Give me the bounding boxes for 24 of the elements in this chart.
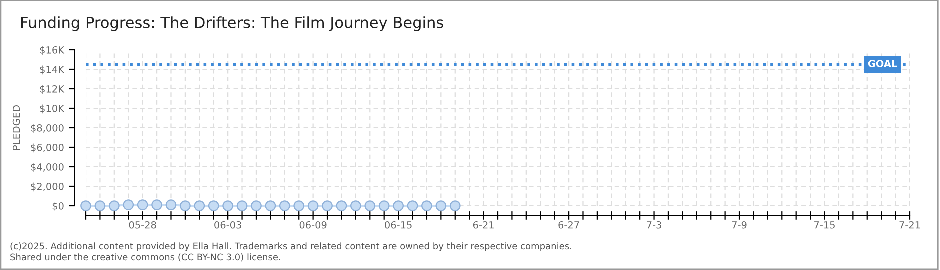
x-tick-label: 6-27 (558, 221, 580, 229)
x-tick-label: 6-21 (473, 221, 494, 229)
x-tick-label: 7-15 (814, 222, 835, 229)
x-tick-label: 7-21 (900, 221, 920, 229)
x-tick-label: 7-3 (647, 221, 662, 229)
y-tick-label: $16K (40, 46, 65, 56)
y-tick-label: $8,000 (31, 124, 64, 134)
y-tick-label: $14K (40, 66, 65, 75)
y-tick-label: $10K (40, 104, 65, 114)
y-tick-label: $12K (40, 85, 65, 94)
y-axis-title: PLEDGED (12, 106, 20, 150)
y-tick-label: $6,000 (31, 144, 64, 153)
y-tick-label: $4,000 (31, 163, 64, 172)
text: Shared under the creative commons (CC BY-NC 3.0) license. (10, 254, 280, 262)
x-tick-label: 06-03 (214, 221, 242, 229)
ref-line-label: GOAL (868, 60, 898, 68)
x-tick-label: 7-9 (732, 221, 747, 229)
y-tick-label: $0 (52, 202, 64, 212)
x-tick-label: 06-09 (300, 221, 327, 229)
x-tick-label: 05-28 (129, 221, 156, 229)
x-tick-label: 06-15 (385, 221, 412, 229)
text: (c)2025. Additional content provided by Ella Hall. Trademarks and related content are owned by their respective companies. (10, 242, 572, 252)
chart-title: Funding Progress: The Drifters: The Film Journey Begins (22, 16, 444, 32)
y-tick-label: $2,000 (31, 182, 64, 192)
